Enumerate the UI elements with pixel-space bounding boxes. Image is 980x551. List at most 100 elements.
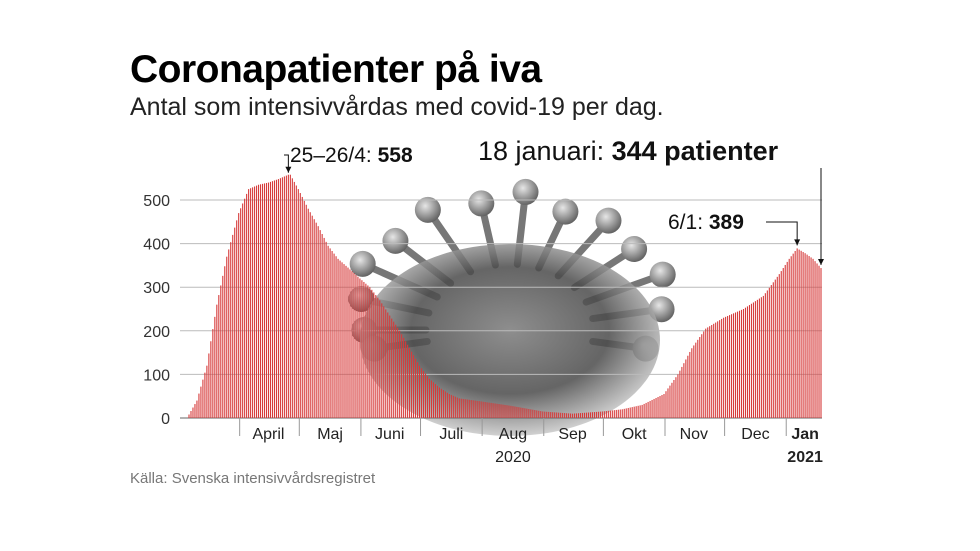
- bar: [232, 234, 234, 418]
- bar: [812, 258, 814, 418]
- bar: [760, 297, 762, 418]
- bar: [279, 178, 281, 418]
- bar: [663, 394, 665, 418]
- bar: [444, 391, 446, 418]
- bar: [526, 408, 528, 418]
- bar: [651, 399, 653, 418]
- bar: [383, 306, 385, 418]
- bar: [635, 406, 637, 418]
- bar: [562, 412, 564, 418]
- bar: [413, 355, 415, 418]
- bar: [776, 276, 778, 418]
- bar: [627, 407, 629, 418]
- bar: [494, 403, 496, 418]
- bar: [212, 329, 214, 418]
- bar: [208, 353, 210, 418]
- bar: [424, 373, 427, 418]
- bar: [657, 396, 659, 418]
- bar: [452, 395, 454, 418]
- bar: [222, 275, 224, 418]
- bar: [311, 215, 313, 418]
- bar: [808, 256, 810, 418]
- bar: [492, 403, 494, 418]
- bar: [611, 410, 613, 418]
- bar: [595, 411, 597, 418]
- bar: [291, 178, 293, 418]
- bar: [210, 341, 212, 418]
- bar: [273, 180, 276, 418]
- bar: [721, 318, 723, 418]
- bar: [259, 184, 262, 418]
- bar: [337, 258, 339, 418]
- bar: [339, 260, 341, 418]
- bar: [725, 316, 727, 418]
- bar: [321, 234, 323, 418]
- bar: [671, 382, 673, 418]
- x-tick-label: Dec: [741, 426, 769, 443]
- y-axis-ticks: 0 100 200 300 400 500: [143, 193, 170, 428]
- bar: [462, 398, 464, 418]
- bar: [548, 411, 550, 418]
- bar: [544, 411, 546, 418]
- bar: [673, 380, 675, 418]
- bar: [820, 268, 822, 418]
- bar: [301, 196, 303, 418]
- year-label-2021: 2021: [787, 449, 823, 466]
- bar: [468, 399, 470, 418]
- bar: [560, 412, 562, 418]
- bar: [188, 414, 190, 418]
- bar: [422, 370, 425, 418]
- bar: [323, 237, 325, 418]
- bar: [802, 251, 804, 418]
- bar: [806, 254, 808, 418]
- year-label-2020: 2020: [495, 449, 531, 466]
- bar: [295, 185, 297, 418]
- bar: [242, 203, 244, 418]
- bar: [723, 317, 725, 418]
- bar: [633, 406, 635, 418]
- bar: [782, 268, 784, 418]
- bar: [214, 316, 216, 418]
- bar: [375, 295, 377, 418]
- bar: [293, 181, 295, 418]
- bar: [679, 370, 681, 418]
- bar: [504, 404, 506, 418]
- bar: [599, 411, 601, 418]
- bar: [464, 399, 466, 418]
- bar: [407, 344, 409, 418]
- bar: [653, 398, 655, 418]
- bar: [190, 411, 192, 418]
- bar: [713, 323, 715, 418]
- bar: [655, 397, 657, 418]
- bar: [516, 406, 518, 418]
- bar: [540, 411, 542, 418]
- bar: [770, 285, 772, 418]
- bar: [532, 409, 534, 418]
- bar: [576, 413, 578, 418]
- bar: [411, 351, 413, 418]
- bar: [436, 385, 438, 418]
- bar: [647, 401, 649, 418]
- bar: [220, 285, 222, 418]
- bar: [556, 412, 558, 418]
- bar: [758, 298, 760, 418]
- bar: [764, 293, 766, 418]
- bar: [643, 403, 645, 418]
- bar: [661, 395, 663, 418]
- bar: [403, 337, 405, 418]
- bar: [711, 324, 713, 418]
- bar: [490, 402, 492, 418]
- bar: [240, 208, 242, 418]
- bar: [313, 219, 315, 418]
- bar: [250, 188, 252, 418]
- bar: [277, 179, 279, 418]
- bar: [534, 410, 536, 418]
- bar: [228, 249, 230, 418]
- bar: [649, 400, 651, 418]
- bar: [432, 382, 434, 418]
- bar: [786, 261, 788, 418]
- bar: [748, 305, 751, 418]
- bar: [498, 404, 500, 418]
- bar: [329, 248, 331, 418]
- bar: [524, 408, 526, 418]
